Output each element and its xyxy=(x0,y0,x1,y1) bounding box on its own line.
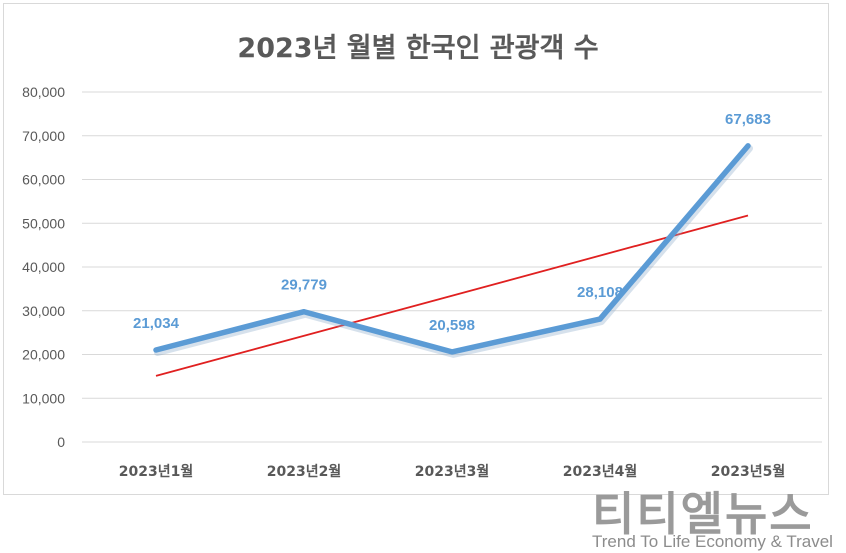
y-tick-label: 80,000 xyxy=(22,84,65,100)
data-label: 20,598 xyxy=(429,317,475,334)
data-point xyxy=(449,349,455,355)
data-point xyxy=(153,347,159,353)
data-point xyxy=(745,143,751,149)
trendline xyxy=(155,214,749,377)
x-tick-label: 2023년1월 xyxy=(119,463,193,480)
x-tick-label: 2023년3월 xyxy=(415,463,489,480)
chart-title: 2023년 월별 한국인 관광객 수 xyxy=(237,33,598,64)
x-tick-label: 2023년2월 xyxy=(267,463,341,480)
x-tick-label: 2023년4월 xyxy=(563,463,637,480)
watermark-logo: 티티엘뉴스 xyxy=(592,487,814,541)
y-tick-label: 50,000 xyxy=(22,215,65,231)
y-tick-label: 0 xyxy=(57,434,65,450)
data-point xyxy=(597,316,603,322)
data-label: 21,034 xyxy=(133,315,180,332)
x-tick-label: 2023년5월 xyxy=(711,463,785,480)
y-tick-label: 20,000 xyxy=(22,347,65,363)
data-label: 67,683 xyxy=(725,111,771,128)
data-label: 29,779 xyxy=(281,277,327,294)
y-tick-label: 70,000 xyxy=(22,128,65,144)
data-label: 28,108 xyxy=(577,284,623,301)
chart-frame xyxy=(3,3,829,495)
y-tick-label: 30,000 xyxy=(22,303,65,319)
y-tick-label: 60,000 xyxy=(22,172,65,188)
y-tick-label: 40,000 xyxy=(22,259,65,275)
y-tick-label: 10,000 xyxy=(22,390,65,406)
data-point xyxy=(301,309,307,315)
series-line-shadow xyxy=(154,144,753,358)
watermark-tagline: Trend To Life Economy & Travel xyxy=(592,532,833,551)
